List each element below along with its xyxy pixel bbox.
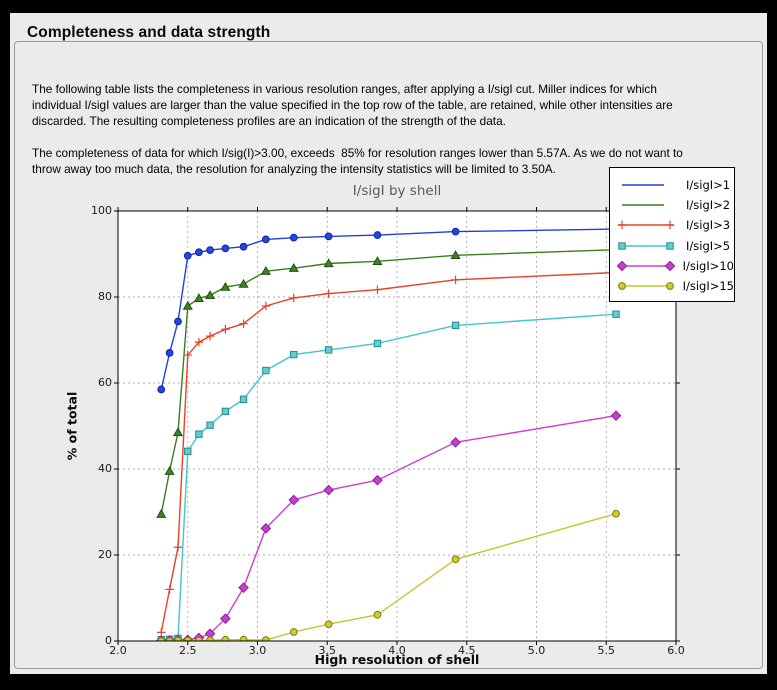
x-tick-label: 4.5 <box>458 644 476 657</box>
x-tick-label: 6.0 <box>667 644 685 657</box>
page-title: Completeness and data strength <box>27 24 271 41</box>
y-tick-label: 100 <box>91 204 112 217</box>
paragraph-conclusion: The completeness of data for which I/sig… <box>32 146 683 176</box>
x-tick-label: 4.0 <box>388 644 406 657</box>
y-tick-label: 20 <box>98 548 112 561</box>
y-tick-label: 0 <box>105 634 112 647</box>
legend-label: I/sigI>2 <box>686 198 731 213</box>
x-tick-label: 2.0 <box>109 644 127 657</box>
legend-item: I/sigI>2 <box>616 195 734 215</box>
y-tick-label: 60 <box>98 376 112 389</box>
y-tick-label: 80 <box>98 290 112 303</box>
chart-title: I/sigI by shell <box>352 183 442 199</box>
legend-label: I/sigI>15 <box>682 279 734 294</box>
legend-item: I/sigI>5 <box>616 236 734 256</box>
legend-item: I/sigI>10 <box>616 256 734 276</box>
legend-item: I/sigI>3 <box>616 215 734 235</box>
legend-swatch <box>618 241 674 250</box>
legend-swatch <box>622 204 664 206</box>
x-axis-label: High resolution of shell <box>314 652 480 667</box>
legend-item: I/sigI>1 <box>616 175 734 195</box>
paragraph-description: The following table lists the completene… <box>32 82 673 128</box>
legend-swatch <box>618 282 674 290</box>
chart-legend: I/sigI>1 I/sigI>2 I/sigI>3 I/sigI>5 I/sigI>1… <box>609 167 735 302</box>
y-axis-label: % of total <box>64 391 80 461</box>
legend-label: I/sigI>1 <box>686 178 731 193</box>
legend-label: I/sigI>5 <box>686 238 731 253</box>
x-tick-label: 3.5 <box>318 644 337 657</box>
legend-label: I/sigI>3 <box>686 218 731 233</box>
y-tick-label: 40 <box>98 462 112 475</box>
legend-swatch <box>616 260 676 272</box>
x-tick-label: 2.5 <box>179 644 197 657</box>
legend-label: I/sigI>10 <box>682 258 734 273</box>
x-tick-label: 3.0 <box>248 644 267 657</box>
legend-swatch <box>617 221 675 230</box>
group-box: The following table lists the completene… <box>14 41 763 669</box>
legend-item: I/sigI>15 <box>616 276 734 296</box>
x-tick-label: 5.5 <box>597 644 616 657</box>
legend-swatch <box>622 184 664 186</box>
x-tick-label: 5.0 <box>527 644 546 657</box>
